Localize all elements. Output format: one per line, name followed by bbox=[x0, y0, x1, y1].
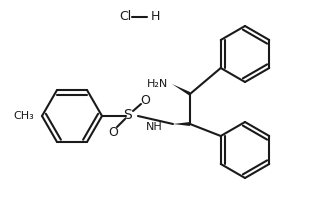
Text: CH₃: CH₃ bbox=[13, 111, 34, 121]
Text: O: O bbox=[140, 93, 150, 106]
Text: O: O bbox=[108, 126, 118, 138]
Text: S: S bbox=[124, 108, 132, 122]
Text: H: H bbox=[150, 11, 160, 24]
Text: H₂N: H₂N bbox=[147, 79, 168, 89]
Polygon shape bbox=[172, 84, 190, 96]
Polygon shape bbox=[173, 122, 190, 126]
Text: NH: NH bbox=[146, 122, 163, 132]
Text: Cl: Cl bbox=[119, 11, 131, 24]
